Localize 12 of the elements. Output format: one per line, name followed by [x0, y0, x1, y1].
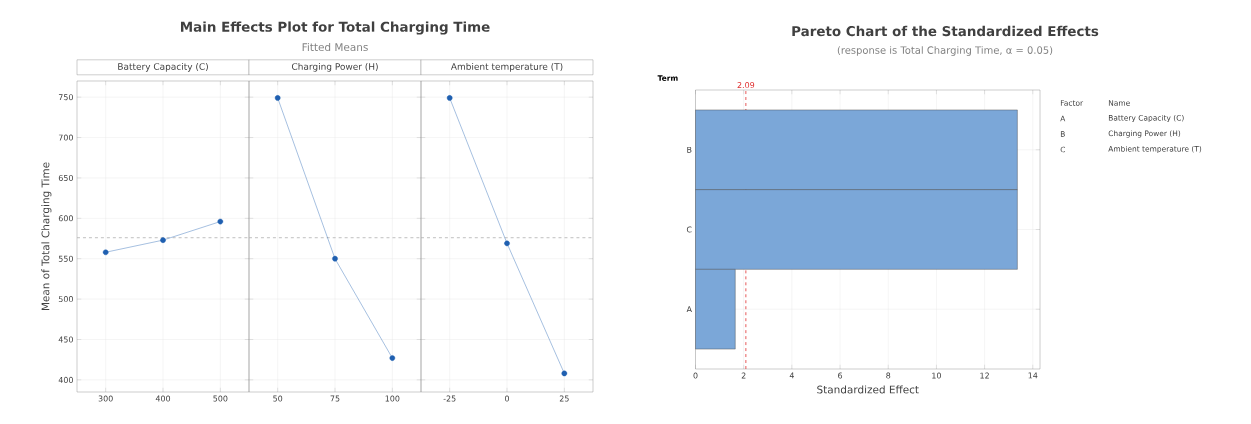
chart-subtitle: (response is Total Charging Time, α = 0.05) [837, 46, 1053, 56]
chart-title: Charging Power (H) [291, 62, 378, 72]
chart-title: Pareto Chart of the Standardized Effects [792, 25, 1099, 37]
x-axis-title: Standardized Effect [817, 385, 919, 394]
chart-title: Ambient temperature (T) [450, 62, 563, 72]
point [160, 237, 166, 243]
point [217, 218, 224, 225]
y-axis-title: Mean of Total Charging Time [41, 162, 52, 311]
text: Fitted Means [302, 42, 368, 52]
text: Main Effects Plot for Total Charging Time [181, 21, 490, 35]
chart-title: Battery Capacity (C) [118, 62, 208, 72]
point [102, 249, 109, 256]
